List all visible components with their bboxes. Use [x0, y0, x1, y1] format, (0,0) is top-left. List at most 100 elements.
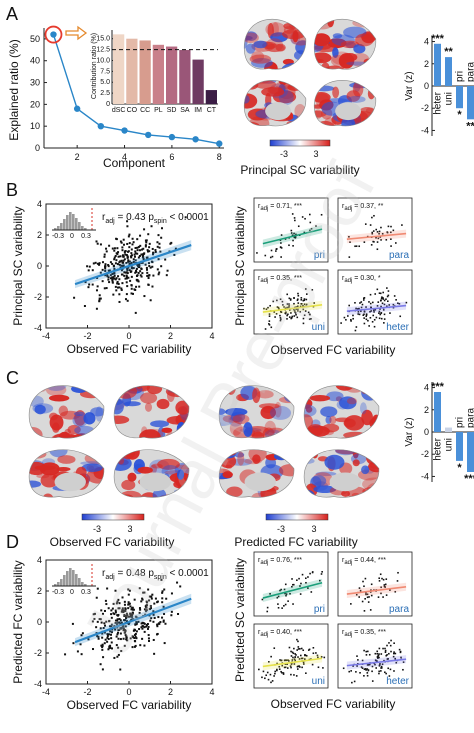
small-point — [365, 318, 368, 321]
small-point — [378, 672, 380, 675]
colorbar — [269, 139, 331, 147]
scatter-point — [129, 255, 132, 258]
scatter-point — [128, 262, 131, 265]
null-hist-bar — [57, 582, 60, 586]
scatter-point — [116, 280, 119, 283]
brain-outline — [28, 449, 105, 498]
brain-patch — [83, 412, 96, 425]
scatter-point — [127, 259, 130, 262]
scatter-point — [122, 265, 125, 268]
small-point — [288, 306, 290, 308]
brain-surface — [28, 385, 105, 439]
brain-patch — [58, 431, 71, 439]
scatter-point — [143, 622, 146, 625]
scatter-point — [161, 616, 164, 619]
small-point — [264, 328, 267, 330]
scatter-point — [108, 281, 111, 284]
small-point — [300, 647, 303, 650]
small-point — [283, 306, 285, 308]
small-point — [365, 591, 367, 594]
small-point — [285, 594, 287, 597]
scatter-point — [140, 622, 143, 625]
scatter-point — [110, 609, 113, 612]
scatter-point — [137, 256, 140, 259]
scatter-point — [113, 258, 116, 261]
small-point — [367, 669, 370, 672]
scatter-point — [112, 276, 115, 279]
small-point — [352, 665, 354, 667]
scatter-point — [170, 614, 173, 617]
scatter-point — [99, 271, 102, 274]
scatter-point — [147, 283, 150, 286]
scatter-point — [120, 269, 123, 272]
scatter-point — [150, 617, 153, 620]
scatter-point — [99, 243, 102, 246]
small-point — [280, 256, 282, 258]
small-point — [289, 592, 291, 595]
scatter-point — [118, 293, 121, 296]
scatter-point — [118, 300, 121, 303]
small-fit-line — [262, 581, 323, 599]
contrib-bar — [205, 90, 217, 104]
small-point — [357, 659, 359, 661]
scatter-point — [130, 618, 133, 621]
small-point — [379, 663, 381, 665]
small-point — [376, 288, 379, 291]
scatter-point — [113, 249, 116, 252]
scatter-point — [155, 633, 158, 636]
small-point — [365, 306, 367, 308]
colorbar-a: -3 3 — [269, 139, 331, 159]
brain-patch — [139, 429, 161, 439]
small-point — [274, 672, 276, 675]
scatter-point — [92, 613, 95, 616]
scatter-point — [125, 274, 128, 277]
small-point — [369, 302, 372, 305]
scatter-point — [107, 607, 110, 610]
small-point — [279, 310, 282, 313]
scatter-point — [135, 621, 138, 624]
scatter-point — [132, 258, 135, 261]
colorbar — [81, 513, 145, 521]
scatter-point — [128, 589, 131, 592]
small-point — [369, 591, 372, 593]
small-point — [299, 310, 302, 313]
small-point — [364, 668, 367, 670]
small-point — [290, 673, 292, 676]
y-tick-label: 0 — [35, 143, 40, 153]
scatter-point — [136, 263, 139, 266]
small-point — [382, 309, 385, 311]
significance-stars: ** — [466, 120, 474, 132]
small-point — [309, 572, 311, 575]
brain-patch — [167, 389, 175, 402]
scatter-point — [140, 275, 143, 278]
scatter-point — [76, 650, 79, 653]
small-point — [371, 232, 374, 235]
scatter-point — [111, 262, 114, 265]
small-point — [372, 230, 375, 232]
small-point — [276, 299, 278, 302]
scatter-point — [71, 622, 74, 625]
scatter-point — [91, 620, 94, 623]
scatter-point — [125, 620, 128, 623]
brain-patch — [360, 385, 369, 395]
small-point — [373, 309, 375, 312]
scatter-point — [151, 247, 154, 250]
medial-wall — [335, 102, 362, 121]
small-point — [288, 244, 290, 247]
small-point — [279, 659, 281, 661]
scatter-point — [112, 265, 115, 268]
scatter-point — [135, 269, 138, 272]
small-point — [360, 310, 362, 313]
scatter-point — [124, 298, 127, 301]
small-point — [373, 325, 376, 328]
small-point — [380, 305, 382, 308]
contrib-bar — [179, 50, 191, 104]
significance-stars: * — [457, 462, 462, 474]
small-point — [393, 642, 395, 644]
scatter-point — [121, 625, 124, 628]
small-point — [370, 594, 373, 597]
annotation-text: r — [102, 568, 106, 579]
scatter-point — [108, 244, 111, 247]
scatter-ylabel: Predicted FC variability — [11, 560, 25, 683]
brain-surface — [313, 80, 377, 127]
